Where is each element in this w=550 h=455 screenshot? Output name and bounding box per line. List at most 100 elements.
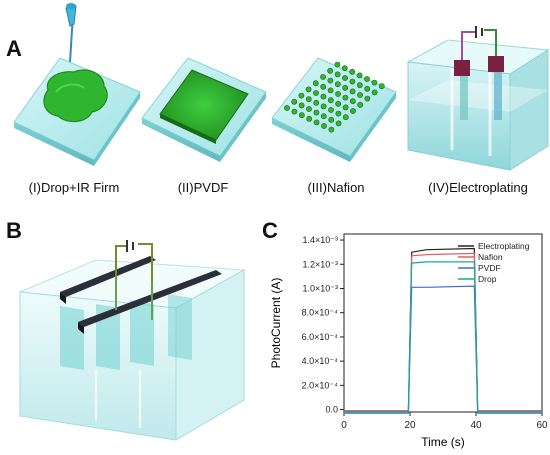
photocurrent-chart: 0 20 40 60 0.0 2.0×10⁻⁴ 4.0×10⁻⁴ 6.0×10⁻⁴ 8.0×10…: [269, 233, 548, 449]
x-tick-label: 40: [470, 420, 482, 431]
nafion-dot: [356, 82, 363, 89]
electrode-left: [460, 60, 468, 120]
nafion-dot: [342, 75, 348, 81]
electroplating-tank: [406, 26, 550, 171]
nafion-dot: [321, 123, 327, 129]
nafion-dot: [349, 98, 356, 105]
caption-pvdf: (II)PVDF: [177, 180, 229, 195]
legend-label: Drop: [478, 274, 497, 284]
y-tick-label: 1.0×10⁻³: [302, 283, 338, 293]
nafion-dot: [291, 98, 298, 105]
slide-pvdf: [141, 57, 267, 162]
y-tick-label: 1.4×10⁻³: [302, 235, 338, 245]
legend-label: PVDF: [478, 263, 501, 273]
nafion-grid: [284, 61, 385, 133]
nafion-dot: [364, 95, 371, 102]
nafion-dot: [357, 92, 363, 98]
nafion-dot: [335, 120, 342, 127]
nafion-dot: [313, 109, 320, 116]
y-tick-label: 1.2×10⁻³: [302, 259, 338, 269]
nafion-dot: [342, 104, 349, 111]
chart-lines: [344, 247, 542, 414]
electrode-plate: [60, 306, 84, 370]
panel-b-illustration: [19, 240, 246, 441]
nafion-dot: [342, 114, 349, 121]
nafion-dot: [306, 115, 313, 122]
slide-nafion: [271, 57, 397, 162]
series-line-pvdf: [344, 285, 542, 414]
nafion-dot: [313, 119, 320, 126]
nafion-dot: [327, 67, 334, 74]
y-axis-label: PhotoCurrent (A): [269, 278, 283, 369]
nafion-dot: [298, 112, 305, 119]
nafion-dot: [364, 85, 371, 92]
y-tick-label: 4.0×10⁻⁴: [302, 356, 339, 366]
electrode-plate: [130, 300, 154, 366]
nafion-dot: [334, 81, 341, 88]
nafion-dot: [320, 113, 327, 120]
nafion-dot: [313, 90, 319, 96]
nafion-dot: [349, 68, 356, 75]
plot-frame: [343, 233, 543, 413]
nafion-dot: [328, 107, 334, 113]
electrode-bar-front: [78, 270, 222, 327]
nafion-dot: [334, 71, 341, 78]
series-line-electroplating: [344, 247, 542, 412]
nafion-dot: [342, 94, 349, 101]
nafion-dot: [341, 65, 348, 72]
clip-right: [488, 56, 504, 72]
caption-nafion: (III)Nafion: [307, 180, 365, 195]
nafion-dot: [335, 110, 342, 117]
y-tick-label: 2.0×10⁻⁴: [302, 380, 339, 390]
nafion-dot: [320, 93, 327, 100]
x-axis-label: Time (s): [421, 435, 465, 449]
caption-electroplating: (IV)Electroplating: [428, 180, 528, 195]
x-tick-label: 60: [536, 420, 548, 431]
nafion-dot: [312, 80, 319, 87]
nafion-dot: [327, 77, 334, 84]
nafion-dot: [305, 96, 312, 103]
chart-ticks: 0 20 40 60 0.0 2.0×10⁻⁴ 4.0×10⁻⁴ 6.0×10⁻⁴ 8.0×10…: [302, 235, 548, 431]
y-tick-label: 8.0×10⁻⁴: [302, 308, 339, 318]
nafion-dot: [327, 97, 334, 104]
nafion-dot: [313, 99, 320, 106]
panel-a-letter: A: [6, 36, 22, 61]
nafion-dot: [334, 61, 341, 68]
electrode-right: [494, 58, 502, 120]
legend-label: Nafion: [478, 252, 503, 262]
nafion-dot: [305, 86, 312, 93]
series-line-drop: [344, 261, 542, 413]
pvdf-film: [159, 69, 249, 141]
nafion-dot: [335, 100, 342, 107]
x-tick-label: 0: [341, 420, 347, 431]
caption-drop: (I)Drop+IR Firm: [28, 180, 120, 195]
nafion-dot: [349, 78, 356, 85]
nafion-dot: [298, 92, 305, 99]
nafion-dot: [320, 103, 327, 110]
y-tick-label: 0.0: [325, 405, 338, 415]
chart-axes: [343, 233, 543, 413]
nafion-dot: [328, 116, 335, 123]
nafion-dot: [328, 126, 335, 133]
nafion-dot: [320, 74, 326, 80]
nafion-dot: [356, 72, 363, 79]
nafion-dot: [371, 79, 378, 86]
nafion-dot: [327, 87, 334, 94]
electrode-plate: [96, 304, 120, 370]
nafion-dot: [378, 83, 385, 90]
series-line-nafion: [344, 252, 542, 412]
nafion-dot: [350, 108, 356, 114]
panel-c-letter: C: [262, 218, 278, 243]
green-droplet: [43, 69, 108, 123]
y-tick-label: 6.0×10⁻⁴: [302, 332, 339, 342]
legend-label: Electroplating: [478, 241, 530, 251]
electrode-plate: [168, 294, 192, 360]
nafion-dot: [284, 105, 290, 111]
nafion-dot: [342, 84, 349, 91]
electrode-bar-back: [60, 256, 156, 297]
nafion-dot: [291, 108, 298, 115]
panel-a-illustrations: [13, 3, 550, 171]
panel-b-letter: B: [6, 218, 22, 243]
slide-drop: [13, 3, 141, 166]
